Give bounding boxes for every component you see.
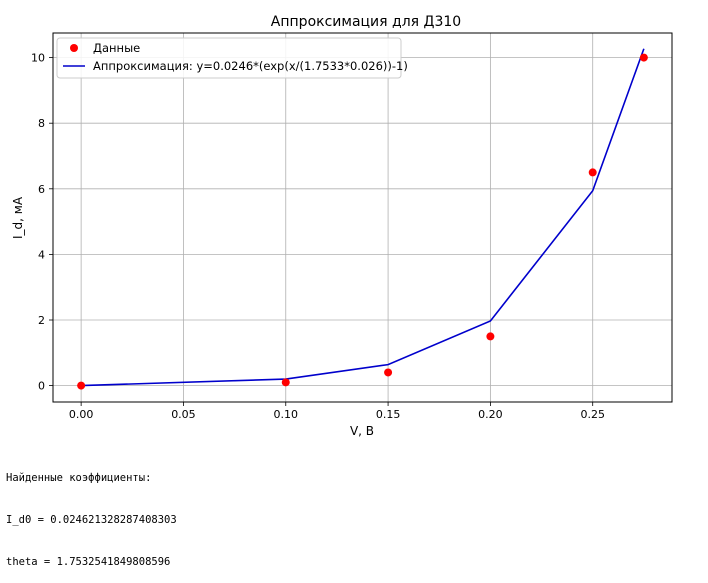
series-layer	[77, 48, 648, 390]
console-output: Найденные коэффициенты: I_d0 = 0.0246213…	[6, 443, 177, 583]
data-point	[77, 381, 86, 390]
data-point	[588, 168, 597, 177]
y-tick-label: 10	[31, 52, 45, 65]
plot-frame	[52, 32, 673, 403]
y-tick-label: 2	[38, 314, 45, 327]
y-tick-label: 6	[38, 183, 45, 196]
output-line: I_d0 = 0.024621328287408303	[6, 514, 177, 526]
ticks: 0.00 0.05 0.10 0.15 0.20 0.25 0 2 4 6 8 10	[31, 52, 605, 421]
data-point	[281, 378, 290, 387]
x-tick-label: 0.05	[171, 408, 196, 421]
data-point	[384, 368, 393, 377]
legend-label-data: Данные	[93, 41, 140, 55]
x-axis-label: V, B	[350, 424, 374, 438]
legend: Данные Аппроксимация: y=0.0246*(exp(x/(1…	[56, 37, 408, 79]
y-tick-label: 0	[38, 380, 45, 393]
data-point	[639, 53, 648, 62]
x-tick-label: 0.15	[376, 408, 401, 421]
x-tick-label: 0.10	[274, 408, 299, 421]
legend-marker-data	[70, 44, 78, 52]
grid	[53, 33, 672, 402]
y-tick-label: 8	[38, 117, 45, 130]
chart: Аппроксимация для Д310 0.00 0.05 0.10 0.15 0…	[11, 14, 673, 438]
output-line: theta = 1.7532541849808596	[6, 556, 171, 568]
x-tick-label: 0.20	[478, 408, 503, 421]
output-line: Найденные коэффициенты:	[6, 472, 152, 484]
fit-line	[81, 48, 645, 387]
y-tick-label: 4	[38, 248, 45, 261]
legend-box	[56, 37, 402, 79]
legend-label-fit: Аппроксимация: y=0.0246*(exp(x/(1.7533*0…	[93, 59, 408, 73]
x-tick-label: 0.00	[69, 408, 94, 421]
y-axis-label: I_d, мА	[11, 196, 25, 239]
chart-title: Аппроксимация для Д310	[271, 14, 461, 30]
data-point	[486, 332, 495, 341]
x-tick-label: 0.25	[580, 408, 605, 421]
